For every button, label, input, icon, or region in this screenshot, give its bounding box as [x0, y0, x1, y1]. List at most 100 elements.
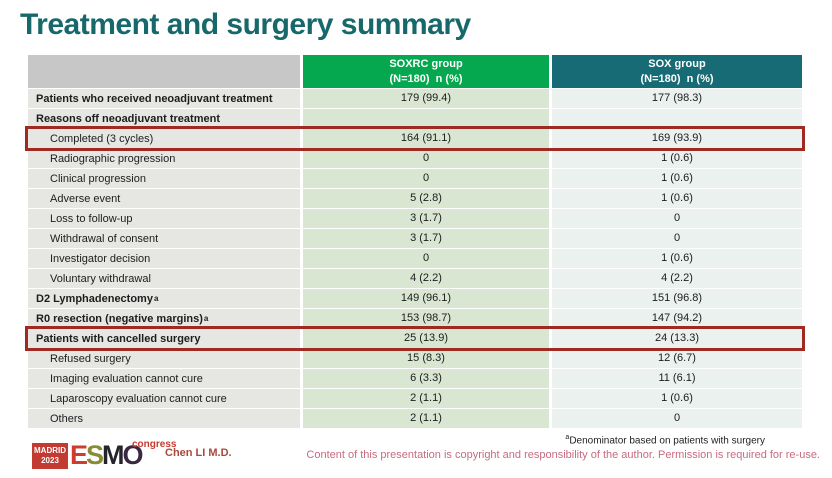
- sox-value-cell: 1 (0.6): [552, 169, 802, 188]
- row-label: Refused surgery: [28, 349, 300, 368]
- sox-value-cell: 1 (0.6): [552, 249, 802, 268]
- row-label-text: Loss to follow-up: [50, 212, 133, 225]
- table-header-row: SOXRC group (N=180) n (%) SOX group (N=1…: [28, 55, 802, 88]
- sox-value-cell: 0: [552, 209, 802, 228]
- sox-value-cell: 169 (93.9): [552, 129, 802, 148]
- table-row: Patients who received neoadjuvant treatm…: [28, 89, 802, 108]
- table-row: Reasons off neoadjuvant treatment: [28, 109, 802, 128]
- logo-congress-label: congress: [132, 439, 177, 450]
- row-label-text: Others: [50, 412, 84, 425]
- row-label-text: Withdrawal of consent: [50, 232, 159, 245]
- header-soxrc-group: SOXRC group (N=180) n (%): [303, 55, 549, 88]
- sox-value-cell: 24 (13.3): [552, 329, 802, 348]
- row-label-text: R0 resection (negative margins): [36, 312, 203, 325]
- table-row: Voluntary withdrawal 4 (2.2) 4 (2.2): [28, 269, 802, 288]
- soxrc-value-cell: [303, 109, 549, 128]
- footnote-text: Denominator based on patients with surge…: [569, 435, 765, 447]
- row-label: R0 resection (negative margins) a: [28, 309, 300, 328]
- row-label-text: Radiographic progression: [50, 152, 176, 165]
- madrid-2023-badge: MADRID 2023: [32, 443, 68, 469]
- soxrc-value-cell: 0: [303, 149, 549, 168]
- row-label: Patients with cancelled surgery: [28, 329, 300, 348]
- esmo-congress-logo: MADRID 2023 congress ESMO: [32, 438, 176, 470]
- soxrc-value-cell: 4 (2.2): [303, 269, 549, 288]
- row-label-text: Patients with cancelled surgery: [36, 332, 201, 345]
- soxrc-value-cell: 164 (91.1): [303, 129, 549, 148]
- soxrc-value-cell: 2 (1.1): [303, 409, 549, 428]
- row-label-text: Patients who received neoadjuvant treatm…: [36, 92, 273, 105]
- sox-value-cell: 11 (6.1): [552, 369, 802, 388]
- row-label: Others: [28, 409, 300, 428]
- header-sox-line1: SOX group: [648, 58, 706, 71]
- row-label: Patients who received neoadjuvant treatm…: [28, 89, 300, 108]
- header-empty-cell: [28, 55, 300, 88]
- sox-value-cell: 12 (6.7): [552, 349, 802, 368]
- soxrc-value-cell: 179 (99.4): [303, 89, 549, 108]
- sox-value-cell: [552, 109, 802, 128]
- table-row: Clinical progression 0 1 (0.6): [28, 169, 802, 188]
- sox-value-cell: 0: [552, 229, 802, 248]
- table-row: R0 resection (negative margins) a 153 (98.…: [28, 309, 802, 328]
- row-label-text: Adverse event: [50, 192, 121, 205]
- slide-title: Treatment and surgery summary: [20, 8, 471, 41]
- soxrc-value-cell: 3 (1.7): [303, 229, 549, 248]
- row-label: Radiographic progression: [28, 149, 300, 168]
- copyright-notice: Content of this presentation is copyrigh…: [306, 449, 820, 461]
- sox-value-cell: 4 (2.2): [552, 269, 802, 288]
- row-label-text: Laparoscopy evaluation cannot cure: [50, 392, 227, 405]
- esmo-letter: S: [86, 440, 104, 470]
- esmo-wordmark: congress ESMO: [70, 440, 176, 470]
- soxrc-value-cell: 153 (98.7): [303, 309, 549, 328]
- logo-city: MADRID: [34, 446, 66, 455]
- table-row: Adverse event 5 (2.8) 1 (0.6): [28, 189, 802, 208]
- summary-table: SOXRC group (N=180) n (%) SOX group (N=1…: [25, 55, 805, 429]
- presenter-name: Chen LI M.D.: [165, 447, 232, 459]
- row-label-text: Reasons off neoadjuvant treatment: [36, 112, 220, 125]
- row-label-text: Refused surgery: [50, 352, 131, 365]
- table-row: Withdrawal of consent 3 (1.7) 0: [28, 229, 802, 248]
- table-row: Others 2 (1.1) 0: [28, 409, 802, 428]
- table-row: Investigator decision 0 1 (0.6): [28, 249, 802, 268]
- table-row: Refused surgery 15 (8.3) 12 (6.7): [28, 349, 802, 368]
- summary-table-body: Patients who received neoadjuvant treatm…: [25, 89, 805, 428]
- soxrc-value-cell: 6 (3.3): [303, 369, 549, 388]
- row-label: Voluntary withdrawal: [28, 269, 300, 288]
- sox-value-cell: 1 (0.6): [552, 389, 802, 408]
- row-label: Laparoscopy evaluation cannot cure: [28, 389, 300, 408]
- row-label: Reasons off neoadjuvant treatment: [28, 109, 300, 128]
- table-row: D2 Lymphadenectomy a 149 (96.1) 151 (96.8): [28, 289, 802, 308]
- sox-value-cell: 177 (98.3): [552, 89, 802, 108]
- soxrc-value-cell: 2 (1.1): [303, 389, 549, 408]
- row-label: D2 Lymphadenectomy a: [28, 289, 300, 308]
- esmo-letter: E: [70, 440, 88, 470]
- row-label-text: D2 Lymphadenectomy: [36, 292, 153, 305]
- logo-year: 2023: [41, 456, 59, 465]
- sox-value-cell: 1 (0.6): [552, 149, 802, 168]
- soxrc-value-cell: 0: [303, 169, 549, 188]
- row-label: Adverse event: [28, 189, 300, 208]
- row-label-text: Imaging evaluation cannot cure: [50, 372, 203, 385]
- esmo-letter: M: [102, 440, 124, 470]
- row-label: Clinical progression: [28, 169, 300, 188]
- soxrc-value-cell: 149 (96.1): [303, 289, 549, 308]
- esmo-letter: O: [122, 440, 144, 470]
- row-label-text: Investigator decision: [50, 252, 151, 265]
- row-label-text: Voluntary withdrawal: [50, 272, 151, 285]
- soxrc-value-cell: 25 (13.9): [303, 329, 549, 348]
- row-label: Imaging evaluation cannot cure: [28, 369, 300, 388]
- soxrc-value-cell: 5 (2.8): [303, 189, 549, 208]
- footnote-marker: a: [565, 434, 570, 441]
- table-row: Laparoscopy evaluation cannot cure 2 (1.1…: [28, 389, 802, 408]
- table-row: Imaging evaluation cannot cure 6 (3.3) 11 …: [28, 369, 802, 388]
- header-sox-group: SOX group (N=180) n (%): [552, 55, 802, 88]
- table-row: Completed (3 cycles) 164 (91.1) 169 (93.9): [25, 126, 805, 151]
- row-label-text: Completed (3 cycles): [50, 132, 154, 145]
- header-soxrc-line1: SOXRC group: [389, 58, 463, 71]
- table-footnote: aDenominator based on patients with surg…: [565, 434, 765, 446]
- soxrc-value-cell: 3 (1.7): [303, 209, 549, 228]
- header-sox-line2: (N=180) n (%): [640, 72, 714, 85]
- sox-value-cell: 1 (0.6): [552, 189, 802, 208]
- table-row: Loss to follow-up 3 (1.7) 0: [28, 209, 802, 228]
- sox-value-cell: 151 (96.8): [552, 289, 802, 308]
